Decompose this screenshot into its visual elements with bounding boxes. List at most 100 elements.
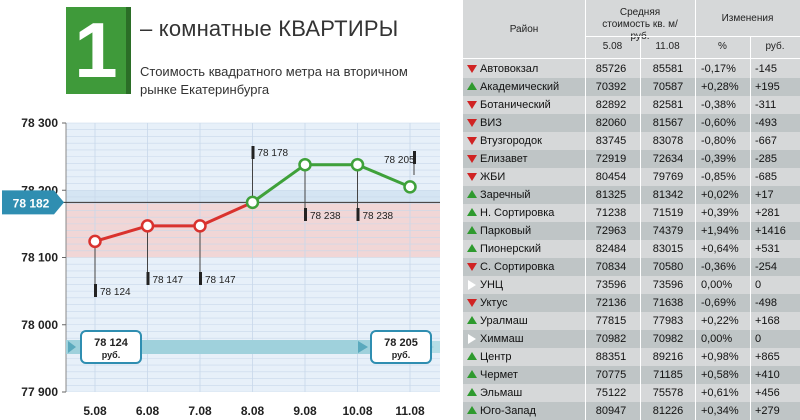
change-percent: -0,80% <box>701 135 736 147</box>
trend-down-icon <box>467 137 477 145</box>
price-5-08: 82484 <box>595 243 627 255</box>
change-percent: -0,36% <box>701 261 736 273</box>
x-tick-label: 5.08 <box>83 404 107 418</box>
district-name: Ботанический <box>480 99 551 111</box>
start-price-bubble-box <box>80 330 142 364</box>
change-percent: +0,61% <box>701 387 739 399</box>
x-tick-label: 11.08 <box>395 404 425 418</box>
table-row: Елизавет 72919 72634 -0,39% -285 <box>463 150 800 168</box>
price-5-08: 70392 <box>595 81 627 93</box>
change-percent: +0,02% <box>701 189 739 201</box>
change-rub: -498 <box>755 297 778 309</box>
column-divider <box>695 58 696 420</box>
table-row: Пионерский 82484 83015 +0,64% +531 <box>463 240 800 258</box>
point-value-label: 78 238 <box>310 211 341 222</box>
trend-flat-icon <box>468 334 476 344</box>
district-name: Центр <box>480 351 512 363</box>
trend-down-icon <box>467 119 477 127</box>
price-5-08: 80454 <box>595 171 627 183</box>
point-leader-tick <box>413 151 416 164</box>
change-percent: -0,60% <box>701 117 736 129</box>
trend-up-icon <box>467 406 477 414</box>
y-tick-label: 77 900 <box>21 385 58 399</box>
change-percent: +0,28% <box>701 81 739 93</box>
change-rub: -685 <box>755 171 778 183</box>
change-rub: -145 <box>755 63 778 75</box>
district-name: Заречный <box>480 189 531 201</box>
change-rub: +195 <box>755 81 780 93</box>
price-5-08: 88351 <box>595 351 627 363</box>
point-leader-tick <box>199 272 202 285</box>
price-5-08: 82060 <box>595 117 627 129</box>
column-divider <box>585 58 586 420</box>
price-5-08: 85726 <box>595 63 627 75</box>
district-name: Уктус <box>480 297 508 309</box>
series-line-segment <box>356 163 412 189</box>
th-changes: Изменения <box>721 13 774 24</box>
price-11-08: 79769 <box>652 171 684 183</box>
th-date-2: 11.08 <box>655 41 680 52</box>
x-axis-band <box>66 392 440 420</box>
point-leader-tick <box>251 146 255 159</box>
price-11-08: 71185 <box>653 369 683 381</box>
change-rub: -667 <box>755 135 778 147</box>
district-name: ВИЗ <box>480 117 502 129</box>
price-5-08: 82892 <box>595 99 627 111</box>
trend-down-icon <box>467 263 477 271</box>
end-price-bubble-box <box>370 330 432 364</box>
table-row: Автовокзал 85726 85581 -0,17% -145 <box>463 60 800 78</box>
change-rub: +865 <box>755 351 780 363</box>
district-name: Академический <box>480 81 560 93</box>
end-price-bubble-value: 78 205 <box>384 337 418 349</box>
change-rub: +531 <box>755 243 780 255</box>
table-row: Н. Сортировка 71238 71519 +0,39% +281 <box>463 204 800 222</box>
change-rub: +281 <box>755 207 780 219</box>
change-percent: -0,38% <box>701 99 736 111</box>
th-percent: % <box>718 41 727 52</box>
district-name: УНЦ <box>480 279 504 291</box>
band-below-reference <box>66 202 440 258</box>
header-divider <box>640 37 641 58</box>
district-name: Втузгородок <box>480 135 542 147</box>
change-rub: +410 <box>755 369 780 381</box>
point-leader-tick <box>94 284 97 297</box>
price-11-08: 82581 <box>652 99 684 111</box>
trend-down-icon <box>467 299 477 307</box>
district-name: Парковый <box>480 225 532 237</box>
point-value-label: 78 238 <box>363 211 394 222</box>
x-tick-label: 10.08 <box>342 404 372 418</box>
price-5-08: 70982 <box>595 333 627 345</box>
start-price-bubble-value: 78 124 <box>94 337 129 349</box>
change-rub: +168 <box>755 315 780 327</box>
trend-up-icon <box>467 208 477 216</box>
table-row: Академический 70392 70587 +0,28% +195 <box>463 78 800 96</box>
point-value-label: 78 205 <box>384 155 415 166</box>
change-rub: +17 <box>755 189 774 201</box>
trend-up-icon <box>467 388 477 396</box>
x-tick-label: 7.08 <box>188 404 212 418</box>
price-5-08: 72136 <box>595 297 627 309</box>
trend-up-icon <box>467 316 477 324</box>
table-row: Парковый 72963 74379 +1,94% +1416 <box>463 222 800 240</box>
reference-label: 78 182 <box>13 196 50 210</box>
point-value-label: 78 147 <box>205 275 236 286</box>
point-value-label: 78 178 <box>258 148 289 159</box>
reference-tag <box>2 190 64 215</box>
trend-down-icon <box>467 101 477 109</box>
price-11-08: 71519 <box>652 207 684 219</box>
trend-flat-icon <box>468 280 476 290</box>
trend-up-icon <box>467 370 477 378</box>
header-divider <box>585 36 800 37</box>
change-percent: -0,39% <box>701 153 736 165</box>
district-name: Чермет <box>480 369 518 381</box>
data-point <box>298 157 312 172</box>
trend-down-icon <box>467 65 477 73</box>
end-price-bubble-unit: руб. <box>392 350 410 360</box>
data-point <box>193 219 207 233</box>
th-district: Район <box>509 24 539 35</box>
x-tick-label: 9.08 <box>293 404 317 418</box>
data-point <box>88 234 102 249</box>
table-row: Ботанический 82892 82581 -0,38% -311 <box>463 96 800 114</box>
point-leader-tick <box>304 208 307 221</box>
price-11-08: 70982 <box>652 333 684 345</box>
